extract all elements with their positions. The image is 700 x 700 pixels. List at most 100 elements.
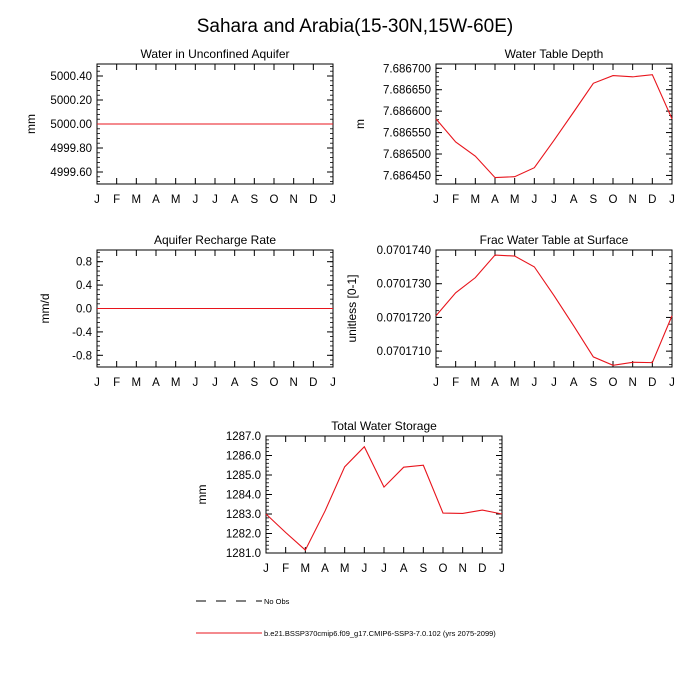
y-axis-label: mm/d [38,294,52,324]
x-tick-label: J [361,563,367,575]
y-tick-label: 4999.60 [50,167,92,179]
y-tick-label: 7.686650 [383,85,431,97]
x-tick-label: S [589,377,597,389]
series-line [435,74,673,179]
x-tick-label: M [510,194,520,206]
x-tick-label: J [669,194,675,206]
x-tick-label: O [270,194,279,206]
x-tick-label: M [340,563,350,575]
x-tick-label: M [471,194,481,206]
x-tick-label: J [433,194,439,206]
x-tick-label: J [551,377,557,389]
legend: No Obs b.e21.BSSP370cmip6.f09_g17.CMIP6-S… [196,597,496,638]
y-tick-label: 1287.0 [226,431,261,443]
x-tick-label: N [629,377,637,389]
x-tick-label: D [309,377,317,389]
figure-title: Sahara and Arabia(15-30N,15W-60E) [197,16,514,37]
y-tick-label: 4999.80 [50,143,92,155]
y-tick-label: 5000.20 [50,95,92,107]
x-tick-label: J [212,377,218,389]
x-tick-label: O [609,377,618,389]
x-tick-label: S [419,563,427,575]
x-tick-label: A [400,563,408,575]
x-tick-label: N [629,194,637,206]
x-tick-label: F [282,563,289,575]
x-tick-label: J [94,194,100,206]
y-axis-label: mm [195,485,209,505]
y-axis-label: m [353,119,367,129]
x-tick-label: J [551,194,557,206]
x-tick-label: A [491,194,499,206]
y-tick-label: 7.686600 [383,106,431,118]
y-tick-label: 0.8 [76,257,92,269]
x-tick-label: J [192,377,198,389]
x-tick-label: A [231,194,239,206]
legend-label-model: b.e21.BSSP370cmip6.f09_g17.CMIP6-SSP3-7.… [264,629,496,638]
y-tick-label: 5000.40 [50,71,92,83]
x-tick-label: J [381,563,387,575]
x-tick-label: M [171,377,181,389]
x-tick-label: A [152,194,160,206]
x-tick-label: D [309,194,317,206]
x-tick-label: A [231,377,239,389]
y-tick-label: 7.686450 [383,170,431,182]
y-tick-label: 0.4 [76,280,93,292]
plot-frame [265,435,503,554]
x-tick-label: M [510,377,520,389]
x-tick-label: F [113,194,120,206]
x-tick-label: M [132,194,142,206]
x-tick-label: J [330,377,336,389]
y-tick-label: -0.8 [72,350,92,362]
x-tick-label: A [570,377,578,389]
x-tick-label: N [290,377,298,389]
y-tick-label: 1284.0 [226,490,261,502]
y-tick-label: 7.686550 [383,128,431,140]
x-tick-label: D [648,194,656,206]
x-tick-label: M [471,377,481,389]
x-tick-label: F [113,377,120,389]
y-tick-label: 1282.0 [226,529,261,541]
y-tick-label: 1286.0 [226,451,261,463]
y-tick-label: 1283.0 [226,509,261,521]
x-tick-label: J [94,377,100,389]
y-tick-label: 7.686700 [383,63,431,75]
y-tick-label: 5000.00 [50,119,92,131]
x-tick-label: A [491,377,499,389]
y-tick-label: 7.686500 [383,149,431,161]
x-tick-label: O [270,377,279,389]
x-tick-label: M [301,563,311,575]
x-tick-label: D [478,563,486,575]
x-tick-label: J [433,377,439,389]
x-tick-label: J [330,194,336,206]
chart-title: Aquifer Recharge Rate [154,233,276,247]
y-tick-label: 0.0701730 [377,279,431,291]
y-axis-label: mm [24,114,38,134]
x-tick-label: J [263,563,269,575]
x-tick-label: F [452,194,459,206]
x-tick-label: A [321,563,329,575]
x-tick-label: A [570,194,578,206]
chart-title: Water Table Depth [505,47,604,61]
y-tick-label: 0.0701710 [377,346,431,358]
y-tick-label: -0.4 [72,327,92,339]
y-tick-label: 0.0 [76,304,92,316]
y-axis-label: unitless [0-1] [345,274,359,342]
x-tick-label: M [171,194,181,206]
series-line [265,445,503,551]
series-line [435,254,673,366]
plot-frame [435,249,673,368]
x-tick-label: A [152,377,160,389]
x-tick-label: J [192,194,198,206]
x-tick-label: J [531,194,537,206]
y-tick-label: 0.0701720 [377,312,431,324]
x-tick-label: O [439,563,448,575]
x-tick-label: N [459,563,467,575]
x-tick-label: J [499,563,505,575]
